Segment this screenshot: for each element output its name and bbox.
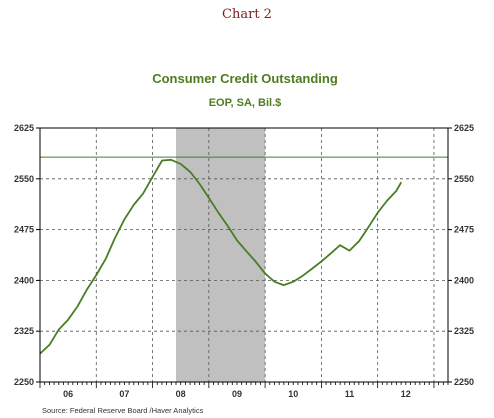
y-tick-label-right: 2250 [454, 377, 474, 387]
plot-area: 2250 2250 2325 2325 2400 2400 2475 2475 2550 2550… [14, 123, 474, 399]
y-tick-label-right: 2325 [454, 326, 474, 336]
chart-title: Consumer Credit Outstanding [152, 71, 338, 86]
y-tick-label-left: 2625 [14, 123, 34, 133]
x-tick-label: 07 [119, 389, 129, 399]
plot-frame [39, 127, 449, 383]
x-tick-label: 11 [345, 389, 355, 399]
y-tick-label-left: 2400 [14, 275, 34, 285]
y-tick-label-left: 2325 [14, 326, 34, 336]
chart-header: Chart 2 [222, 7, 272, 22]
x-tick-label: 12 [401, 389, 411, 399]
y-tick-label-right: 2400 [454, 275, 474, 285]
y-tick-label-right: 2475 [454, 225, 474, 235]
y-tick-label-left: 2475 [14, 225, 34, 235]
y-tick-label-left: 2250 [14, 377, 34, 387]
y-tick-label-right: 2550 [454, 174, 474, 184]
y-tick-label-right: 2625 [454, 123, 474, 133]
source-note: Source: Federal Reserve Board /Haver Ana… [42, 406, 204, 415]
x-tick-label: 10 [288, 389, 298, 399]
x-tick-label: 09 [232, 389, 242, 399]
x-tick-label: 08 [176, 389, 186, 399]
series-line [39, 158, 403, 355]
x-tick-label: 06 [63, 389, 73, 399]
recession-shading [176, 128, 266, 382]
chart-subtitle: EOP, SA, Bil.$ [209, 97, 282, 109]
y-tick-label-left: 2550 [14, 174, 34, 184]
